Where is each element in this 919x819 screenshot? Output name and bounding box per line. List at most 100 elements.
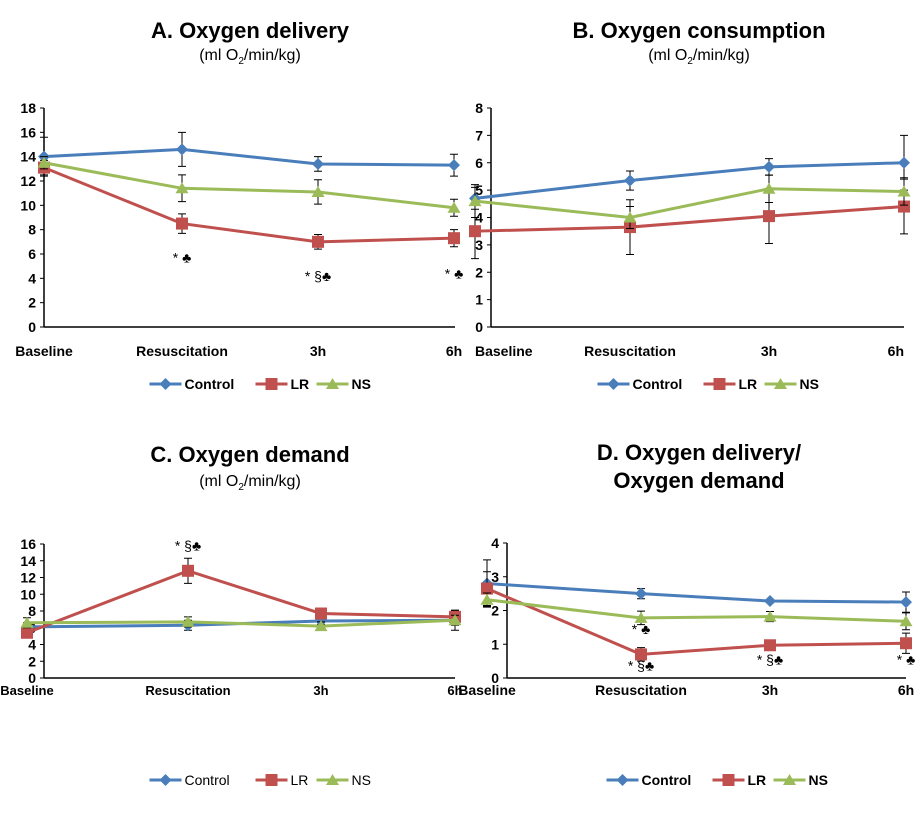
legend-label: NS — [352, 772, 371, 788]
data-point — [21, 626, 33, 639]
y-tick-label: 2 — [491, 603, 499, 619]
y-tick-label: 18 — [20, 100, 36, 116]
data-point — [764, 595, 776, 608]
data-point — [481, 582, 493, 595]
series-line — [43, 161, 455, 210]
data-point — [764, 639, 776, 652]
y-tick-label: 2 — [28, 653, 36, 669]
chart-title-line-2: Oxygen demand — [613, 468, 785, 493]
y-tick-label: 16 — [20, 124, 36, 140]
legend-marker — [159, 378, 172, 390]
chart-a-svg: 0 2 4 6 8 10 12 14 16 18 Baseline Resuscitation 3h 6h… — [15, 100, 463, 392]
y-tick-label: 8 — [475, 100, 483, 116]
chart-title-line-1: D. Oxygen delivery/ — [596, 440, 802, 465]
data-point — [763, 210, 775, 223]
data-point — [898, 156, 910, 169]
significance-annotation: * §♣ — [757, 652, 783, 668]
x-tick-label: Resuscitation — [145, 683, 230, 698]
y-tick-label: 8 — [28, 603, 36, 619]
significance-annotation: * §♣ — [175, 538, 201, 554]
legend-label: LR — [739, 376, 758, 392]
series-line — [474, 161, 905, 200]
x-tick-label: Baseline — [15, 343, 73, 359]
y-tick-label: 0 — [491, 670, 499, 686]
series-line — [43, 147, 455, 167]
chart-d-svg: 0 1 2 3 4 Baseline Resuscitation 3h 6h * ♣ * §♣ * §… — [458, 535, 916, 788]
significance-annotation: * §♣ — [305, 268, 331, 284]
data-point — [182, 564, 194, 577]
data-point — [447, 201, 461, 213]
y-tick-label: 4 — [28, 637, 36, 653]
series-lr — [469, 178, 910, 260]
x-tick-label: 6h — [447, 683, 462, 698]
legend-marker — [326, 378, 339, 389]
legend-label: LR — [291, 772, 309, 788]
chart-b-svg: 0 1 2 3 4 5 6 7 8 Baseline Resuscitation 3h 6h Contro… — [468, 100, 911, 392]
x-tick-label: Baseline — [475, 343, 533, 359]
legend-label: NS — [809, 772, 828, 788]
data-point — [897, 185, 911, 197]
series-line — [486, 587, 907, 656]
y-tick-label: 14 — [20, 553, 36, 569]
x-tick-label: 3h — [761, 343, 777, 359]
y-tick-label: 4 — [491, 535, 499, 551]
y-tick-label: 12 — [20, 570, 36, 586]
significance-annotation: * ♣ — [173, 250, 192, 266]
data-point — [176, 217, 188, 230]
data-point — [176, 143, 188, 156]
data-point — [900, 637, 912, 650]
panel-a: A. Oxygen delivery (ml O2/min/kg) 0 2 4 6 8 1… — [0, 0, 463, 410]
data-point — [311, 185, 325, 197]
legend: Control LR NS — [597, 376, 819, 392]
series-control — [481, 559, 912, 613]
legend-marker — [722, 774, 735, 786]
significance-annotation: * ♣ — [897, 652, 916, 668]
y-tick-label: 7 — [475, 127, 483, 143]
series-ns — [480, 592, 913, 631]
legend-label: NS — [800, 376, 819, 392]
x-tick-label: Resuscitation — [584, 343, 676, 359]
y-tick-label: 5 — [475, 182, 483, 198]
x-tick-label: Resuscitation — [136, 343, 228, 359]
series-line — [486, 582, 907, 604]
y-tick-label: 8 — [28, 222, 36, 238]
y-tick-label: 6 — [475, 155, 483, 171]
significance-annotation: * ♣ — [632, 621, 651, 637]
series-control — [38, 131, 460, 177]
y-tick-label: 12 — [20, 173, 36, 189]
legend-marker — [159, 774, 172, 786]
y-tick-label: 3 — [491, 569, 499, 585]
series-lr — [481, 571, 912, 662]
series-line — [26, 569, 456, 635]
data-point — [448, 614, 462, 626]
y-tick-label: 16 — [20, 536, 36, 552]
legend-marker — [774, 378, 787, 389]
y-tick-label: 4 — [28, 270, 36, 286]
panel-b: B. Oxygen consumption (ml O2/min/kg) 0 1 2… — [459, 0, 919, 410]
y-tick-label: 10 — [20, 197, 36, 213]
data-point — [634, 611, 648, 623]
series-line — [474, 187, 905, 220]
legend-marker — [326, 774, 339, 785]
significance-annotation: * §♣ — [628, 658, 654, 674]
legend-marker — [713, 378, 726, 390]
legend-label: Control — [185, 772, 230, 788]
legend-label: LR — [291, 376, 310, 392]
data-point — [314, 620, 328, 632]
series-ns — [37, 156, 461, 217]
data-point — [898, 200, 910, 213]
x-tick-label: Resuscitation — [595, 682, 687, 698]
x-tick-label: 6h — [888, 343, 904, 359]
data-point — [480, 593, 494, 605]
data-point — [763, 160, 775, 173]
series-line — [26, 618, 456, 628]
legend-label: NS — [352, 376, 371, 392]
legend-marker — [265, 378, 278, 390]
data-point — [315, 607, 327, 620]
series-line — [43, 166, 455, 244]
x-tick-label: 6h — [898, 682, 914, 698]
chart-subtitle: (ml O2/min/kg) — [648, 47, 750, 68]
chart-title: A. Oxygen delivery — [150, 18, 350, 43]
data-point — [37, 156, 51, 168]
x-tick-label: 3h — [310, 343, 326, 359]
